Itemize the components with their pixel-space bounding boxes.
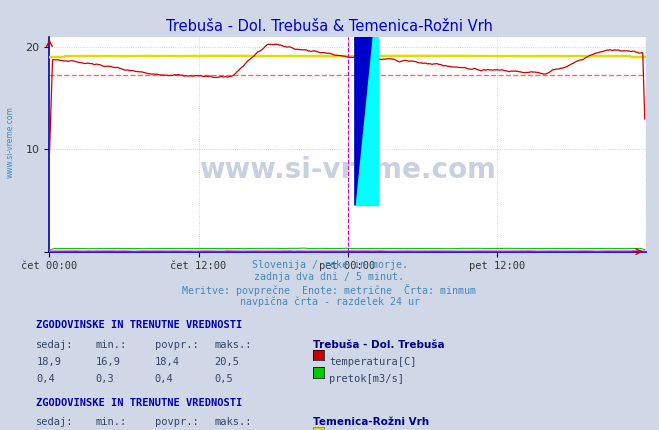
Text: 0,3: 0,3 [96, 374, 114, 384]
Text: 16,9: 16,9 [96, 357, 121, 367]
Text: maks.:: maks.: [214, 340, 252, 350]
Text: 0,5: 0,5 [214, 374, 233, 384]
Text: 0,4: 0,4 [36, 374, 55, 384]
Text: ZGODOVINSKE IN TRENUTNE VREDNOSTI: ZGODOVINSKE IN TRENUTNE VREDNOSTI [36, 398, 243, 408]
Polygon shape [355, 0, 378, 206]
Bar [355, 0, 378, 206]
Text: sedaj:: sedaj: [36, 340, 74, 350]
Text: www.si-vreme.com: www.si-vreme.com [199, 156, 496, 184]
Text: 20,5: 20,5 [214, 357, 239, 367]
Text: Trebuša - Dol. Trebuša: Trebuša - Dol. Trebuša [313, 340, 445, 350]
Text: sedaj:: sedaj: [36, 417, 74, 427]
Text: min.:: min.: [96, 417, 127, 427]
Text: 18,9: 18,9 [36, 357, 61, 367]
Text: navpična črta - razdelek 24 ur: navpična črta - razdelek 24 ur [239, 296, 420, 307]
Text: Temenica-Rožni Vrh: Temenica-Rožni Vrh [313, 417, 429, 427]
Text: temperatura[C]: temperatura[C] [330, 357, 417, 367]
Text: 18,4: 18,4 [155, 357, 180, 367]
Polygon shape [355, 0, 378, 206]
Text: zadnja dva dni / 5 minut.: zadnja dva dni / 5 minut. [254, 272, 405, 282]
Text: pretok[m3/s]: pretok[m3/s] [330, 374, 405, 384]
Text: Meritve: povprečne  Enote: metrične  Črta: minmum: Meritve: povprečne Enote: metrične Črta:… [183, 284, 476, 296]
Text: 0,4: 0,4 [155, 374, 173, 384]
Text: ZGODOVINSKE IN TRENUTNE VREDNOSTI: ZGODOVINSKE IN TRENUTNE VREDNOSTI [36, 320, 243, 330]
Text: povpr.:: povpr.: [155, 340, 198, 350]
Text: Trebuša - Dol. Trebuša & Temenica-Rožni Vrh: Trebuša - Dol. Trebuša & Temenica-Rožni … [166, 19, 493, 34]
Text: povpr.:: povpr.: [155, 417, 198, 427]
Text: min.:: min.: [96, 340, 127, 350]
Text: Slovenija / reke in morje.: Slovenija / reke in morje. [252, 260, 407, 270]
Text: maks.:: maks.: [214, 417, 252, 427]
Text: www.si-vreme.com: www.si-vreme.com [5, 106, 14, 178]
